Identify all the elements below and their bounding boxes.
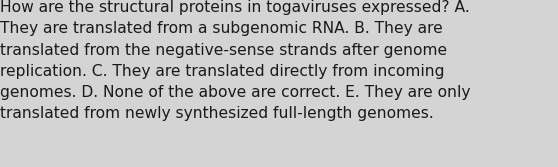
Text: How are the structural proteins in togaviruses expressed? A.
They are translated: How are the structural proteins in togav…: [1, 0, 471, 121]
